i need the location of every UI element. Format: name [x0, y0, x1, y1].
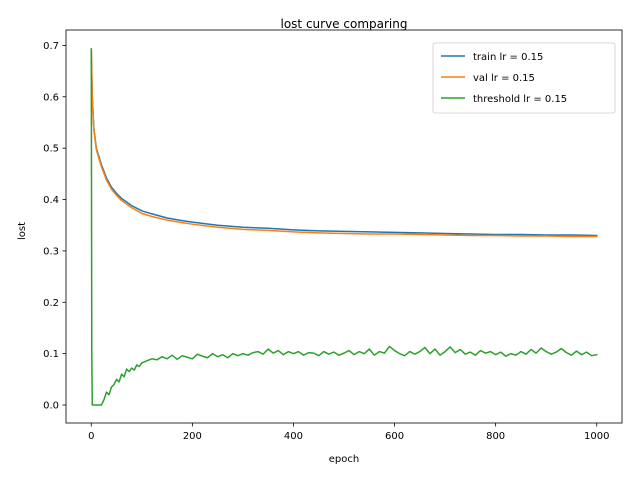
- series-layer: [90, 48, 598, 406]
- legend-label-1: train lr = 0.15: [473, 52, 543, 63]
- legend-box: [432, 42, 616, 114]
- series-line-2: [90, 48, 598, 238]
- y-axis-label: lost: [17, 222, 28, 240]
- y-axis: 0.0 0.1 0.2 0.3 0.4 0.5 0.6 0.7: [43, 41, 66, 412]
- x-tick-label: 600: [385, 431, 404, 442]
- x-tick-label: 800: [486, 431, 505, 442]
- x-tick-label: 1000: [584, 431, 609, 442]
- legend: train lr = 0.15 val lr = 0.15 threshold lr…: [432, 42, 616, 114]
- series-line-3: [90, 48, 598, 406]
- y-tick-label: 0.5: [43, 144, 59, 155]
- y-tick-label: 0.3: [43, 246, 59, 257]
- x-tick-label: 200: [183, 431, 202, 442]
- y-tick-label: 0.7: [43, 41, 59, 52]
- y-tick-label: 0.4: [43, 195, 59, 206]
- y-tick-label: 0.6: [43, 92, 59, 103]
- y-tick-label: 0.2: [43, 298, 59, 309]
- chart-title: lost curve comparing: [281, 17, 408, 31]
- legend-label-2: val lr = 0.15: [473, 73, 535, 84]
- x-tick-label: 400: [284, 431, 303, 442]
- legend-label-3: threshold lr = 0.15: [473, 94, 567, 105]
- x-axis-label: epoch: [329, 454, 359, 465]
- x-tick-label: 0: [88, 431, 94, 442]
- plot-frame: [65, 29, 623, 424]
- y-tick-label: 0.0: [43, 401, 59, 412]
- y-tick-label: 0.1: [43, 349, 59, 360]
- x-axis: 0 200 400 600 800 1000: [88, 423, 609, 442]
